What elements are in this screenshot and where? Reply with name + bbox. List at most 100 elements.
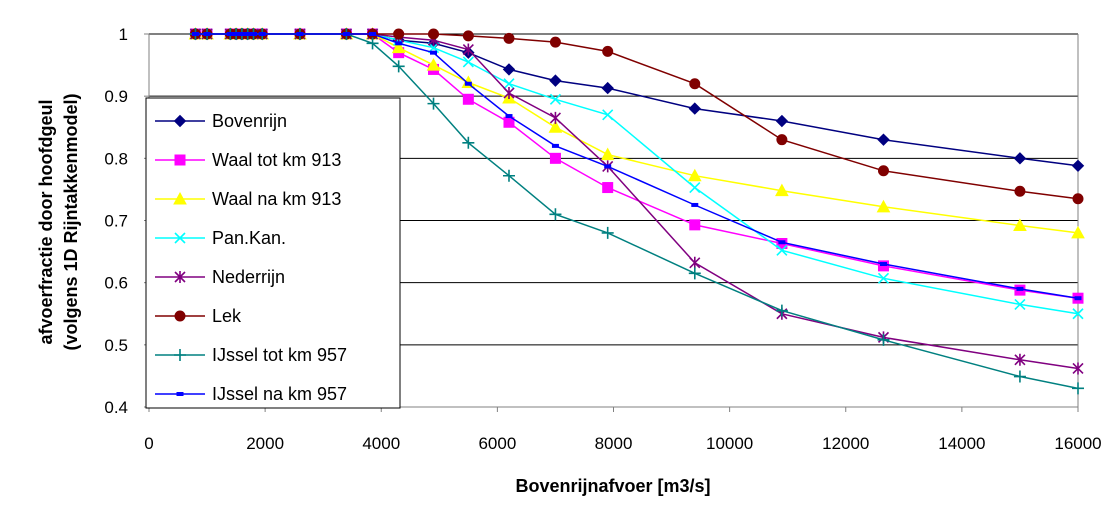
data-point bbox=[369, 32, 377, 36]
y-tick-label: 0.4 bbox=[104, 398, 128, 417]
data-point bbox=[392, 60, 405, 73]
x-tick-label: 8000 bbox=[595, 434, 633, 453]
data-point bbox=[1072, 362, 1084, 375]
x-tick-label: 14000 bbox=[938, 434, 985, 453]
legend-label: Waal na km 913 bbox=[212, 189, 341, 209]
data-point bbox=[462, 136, 475, 149]
tick-labels: 0.4 0.5 0.6 0.7 0.8 0.9 1 0 2000 4000 6000 8000 1000… bbox=[104, 25, 1101, 453]
data-point bbox=[689, 78, 701, 90]
data-point bbox=[505, 114, 513, 119]
data-point bbox=[244, 32, 252, 36]
data-point bbox=[1013, 370, 1026, 383]
data-point bbox=[877, 333, 890, 346]
data-point bbox=[1071, 225, 1085, 239]
y-axis-title-line2: (volgens 1D Rijntakkenmodel) bbox=[61, 93, 81, 350]
x-tick-label: 2000 bbox=[246, 434, 284, 453]
data-point bbox=[548, 120, 563, 133]
legend-label: Bovenrijn bbox=[212, 111, 287, 131]
data-point bbox=[601, 226, 614, 239]
legend-label: Nederrijn bbox=[212, 267, 285, 287]
y-tick-label: 1 bbox=[119, 25, 128, 44]
x-tick-label: 4000 bbox=[362, 434, 400, 453]
data-point bbox=[393, 28, 405, 40]
data-point bbox=[366, 37, 379, 50]
y-axis-title-line1: afvoerfractie door hoofdgeul bbox=[36, 99, 56, 344]
legend-swatch-marker bbox=[174, 310, 186, 322]
legend-entry: Pan.Kan. bbox=[155, 228, 286, 248]
data-point bbox=[464, 81, 472, 86]
data-point bbox=[601, 81, 614, 95]
legend-entry: IJssel na km 957 bbox=[155, 384, 347, 404]
x-tick-label: 16000 bbox=[1054, 434, 1101, 453]
data-point bbox=[502, 63, 516, 76]
data-point bbox=[879, 262, 887, 267]
data-point bbox=[778, 240, 786, 245]
data-point bbox=[776, 244, 788, 256]
legend-label: Lek bbox=[212, 306, 242, 326]
legend-entry: Lek bbox=[155, 306, 242, 326]
data-point bbox=[549, 74, 562, 87]
legend-entry: Bovenrijn bbox=[155, 111, 287, 131]
y-tick-label: 0.5 bbox=[104, 336, 128, 355]
legend-swatch-marker bbox=[174, 349, 186, 361]
legend-label: IJssel na km 957 bbox=[212, 384, 347, 404]
data-point bbox=[391, 40, 406, 54]
data-point bbox=[775, 114, 789, 128]
data-point bbox=[342, 32, 350, 36]
x-tick-label: 10000 bbox=[706, 434, 753, 453]
data-point bbox=[462, 56, 474, 68]
legend-label: Pan.Kan. bbox=[212, 228, 286, 248]
legend-entry: Waal na km 913 bbox=[155, 189, 341, 209]
data-point bbox=[549, 93, 562, 105]
x-tick-label: 6000 bbox=[478, 434, 516, 453]
series-group bbox=[188, 26, 1085, 395]
data-point bbox=[549, 36, 561, 48]
data-point bbox=[604, 164, 612, 169]
legend-swatch-marker bbox=[174, 271, 186, 283]
legend-entry: Waal tot km 913 bbox=[155, 150, 341, 170]
data-point bbox=[775, 183, 789, 197]
data-point bbox=[689, 256, 701, 269]
data-point bbox=[1014, 185, 1026, 197]
data-point bbox=[1014, 298, 1026, 310]
data-point bbox=[238, 32, 246, 36]
data-point bbox=[1072, 193, 1084, 205]
legend-swatch-marker bbox=[174, 232, 186, 244]
y-tick-label: 0.8 bbox=[104, 149, 128, 168]
data-point bbox=[775, 304, 788, 317]
data-point bbox=[426, 58, 441, 71]
data-point bbox=[877, 272, 890, 284]
data-point bbox=[462, 43, 474, 56]
data-point bbox=[203, 32, 211, 36]
data-point bbox=[600, 147, 615, 161]
y-tick-label: 0.7 bbox=[104, 212, 128, 231]
data-point bbox=[428, 28, 440, 40]
data-point bbox=[876, 199, 891, 213]
x-tick-label: 12000 bbox=[822, 434, 869, 453]
data-point bbox=[549, 111, 562, 124]
data-point bbox=[258, 32, 266, 36]
data-point bbox=[503, 32, 515, 44]
data-point bbox=[776, 134, 788, 146]
legend-swatch-marker bbox=[176, 392, 184, 396]
data-point bbox=[430, 50, 438, 55]
legend-entry: Nederrijn bbox=[155, 267, 285, 287]
data-point bbox=[250, 32, 258, 36]
data-point bbox=[687, 168, 702, 182]
data-point bbox=[462, 93, 474, 105]
y-tick-label: 0.6 bbox=[104, 274, 128, 293]
data-point bbox=[226, 32, 234, 36]
data-point bbox=[191, 32, 199, 36]
data-point bbox=[503, 78, 515, 90]
data-point bbox=[549, 208, 562, 221]
data-point bbox=[1013, 152, 1027, 165]
data-point bbox=[602, 45, 614, 57]
data-point bbox=[296, 32, 304, 36]
data-point bbox=[689, 181, 701, 194]
data-point bbox=[1074, 296, 1082, 301]
data-point bbox=[688, 267, 701, 280]
data-point bbox=[688, 102, 701, 115]
legend: Bovenrijn Waal tot km 913 Waal na km 913 Pa… bbox=[145, 97, 401, 409]
data-point bbox=[691, 202, 699, 207]
data-point bbox=[395, 41, 403, 46]
